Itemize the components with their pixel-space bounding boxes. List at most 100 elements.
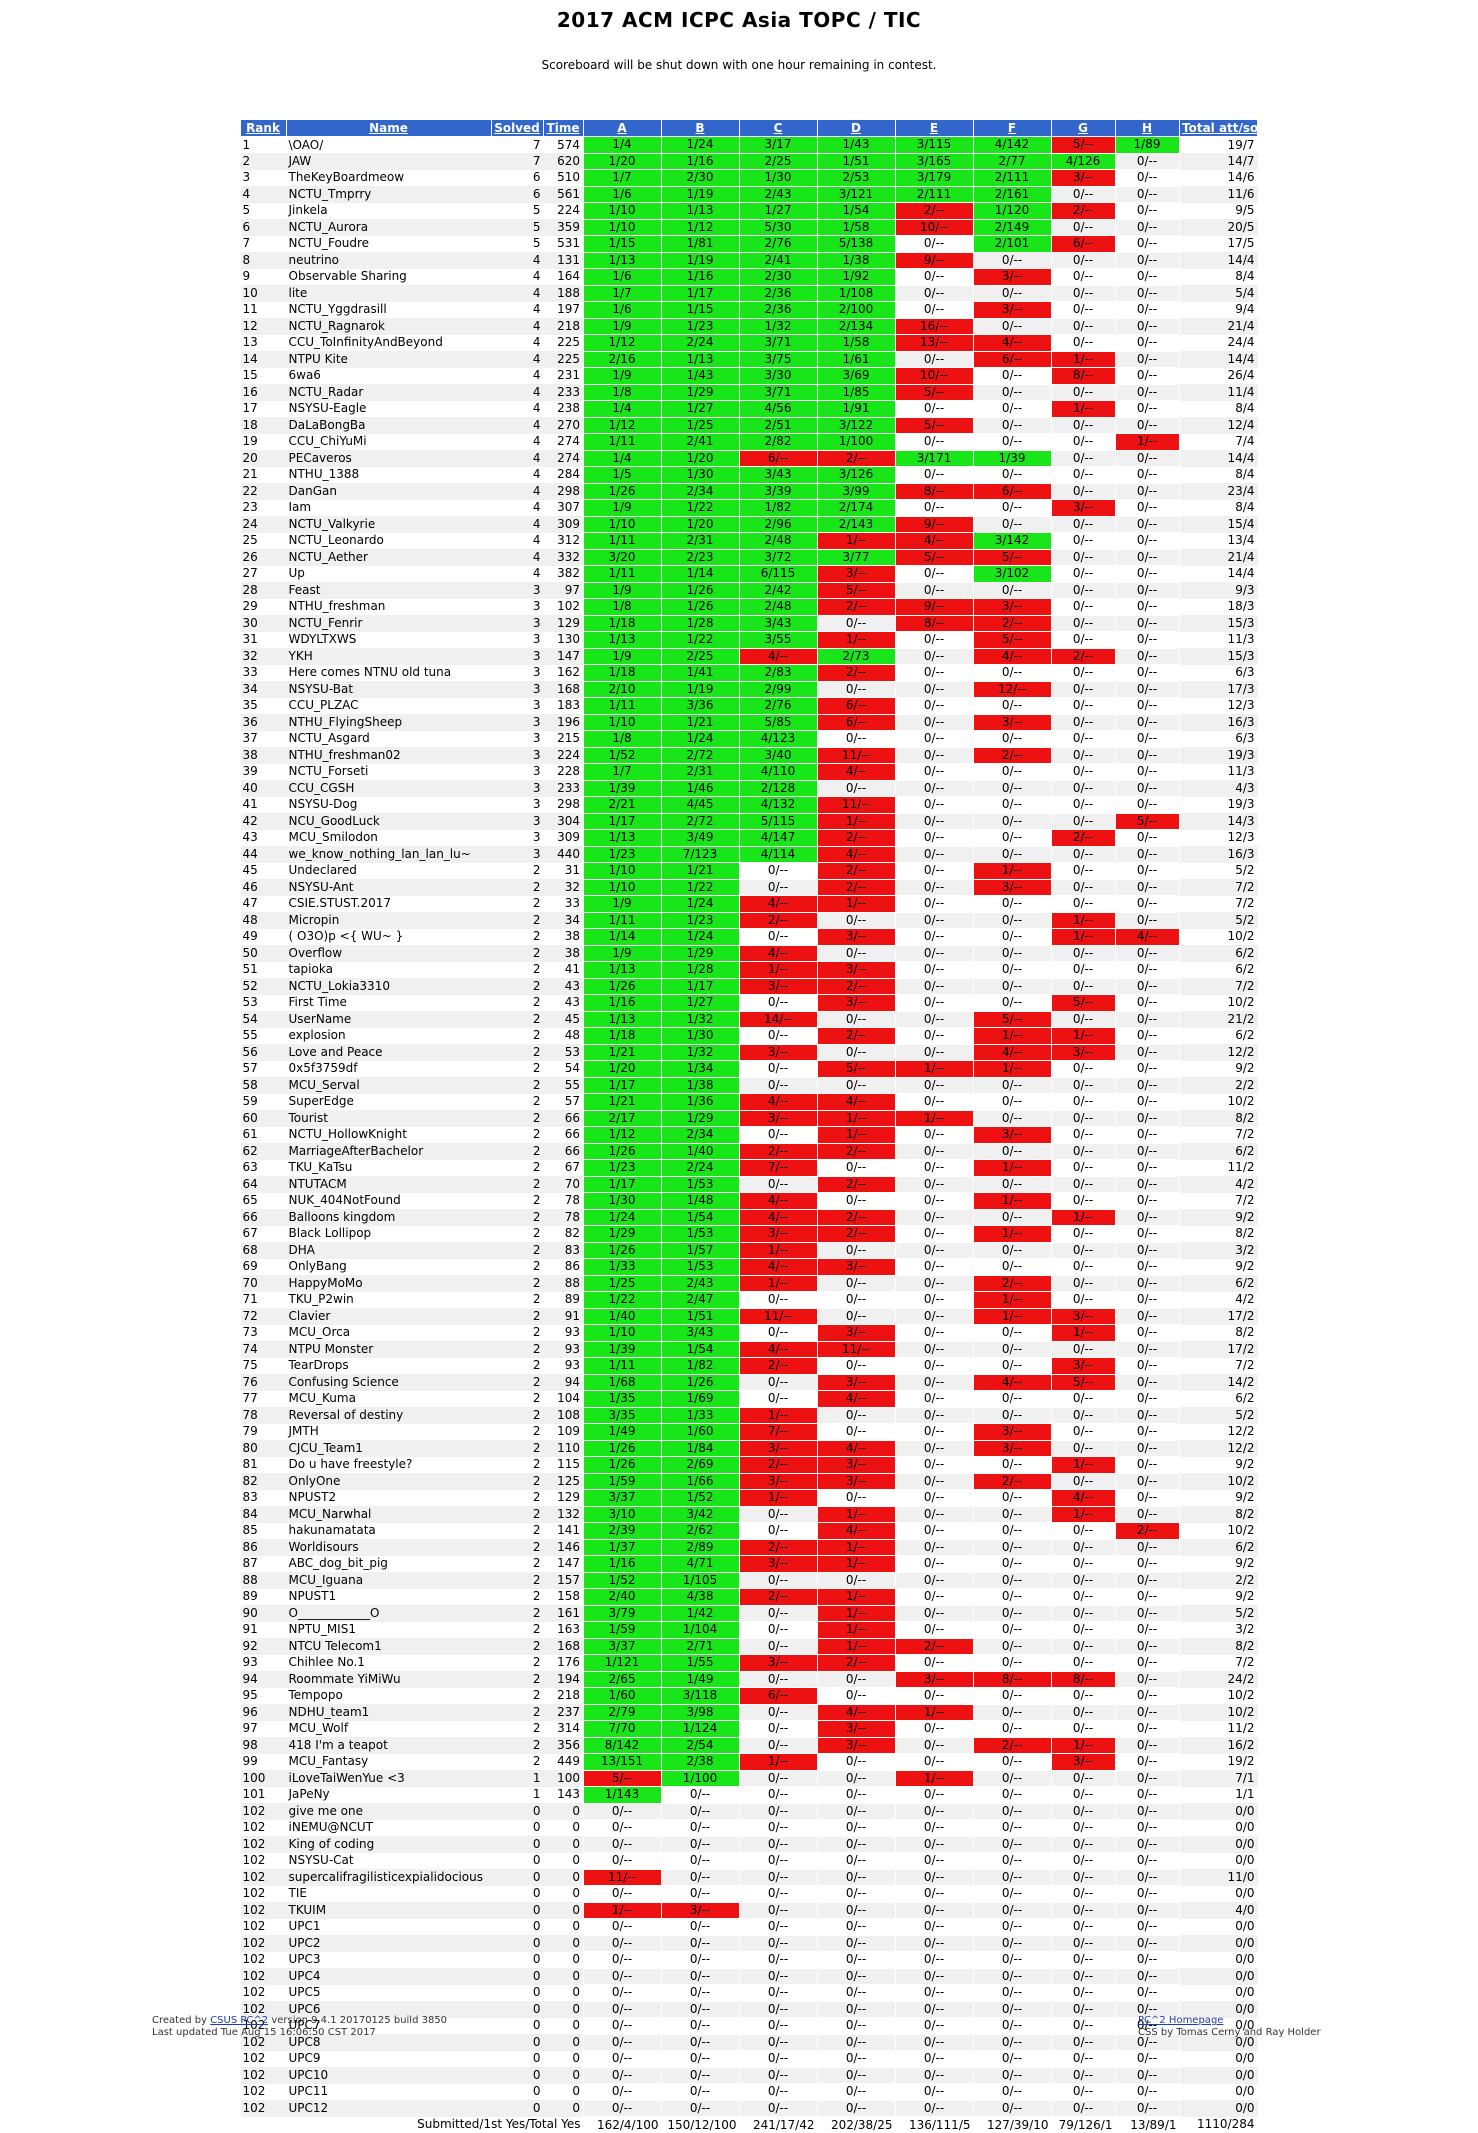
time-cell: 233 xyxy=(544,384,584,401)
team-name-cell: OnlyBang xyxy=(287,1259,492,1276)
rank-cell: 90 xyxy=(241,1605,287,1622)
problem-e-cell: 0/-- xyxy=(896,1440,974,1457)
team-name-cell: NPTU_MIS1 xyxy=(287,1622,492,1639)
problem-c-cell: 2/36 xyxy=(740,285,818,302)
problem-e-cell: 1/-- xyxy=(896,1061,974,1078)
solved-cell: 4 xyxy=(492,516,544,533)
total-cell: 16/2 xyxy=(1180,1737,1258,1754)
problem-h-cell: 0/-- xyxy=(1116,797,1180,814)
problem-g-cell: 0/-- xyxy=(1052,1836,1116,1853)
team-name-cell: NCTU_Aurora xyxy=(287,219,492,236)
problem-e-cell: 0/-- xyxy=(896,434,974,451)
problem-c-cell: 11/-- xyxy=(740,1308,818,1325)
problem-h-cell: 0/-- xyxy=(1116,1143,1180,1160)
csus-pc2-link[interactable]: CSUS PC^2 xyxy=(210,2015,268,2026)
col-header-problem-f[interactable]: F xyxy=(974,120,1052,137)
problem-d-cell: 3/-- xyxy=(818,1325,896,1342)
col-header-problem-d[interactable]: D xyxy=(818,120,896,137)
problem-g-cell: 0/-- xyxy=(1052,846,1116,863)
problem-c-cell: 2/42 xyxy=(740,582,818,599)
total-cell: 19/2 xyxy=(1180,1754,1258,1771)
problem-f-cell: 0/-- xyxy=(974,401,1052,418)
problem-g-cell: 0/-- xyxy=(1052,219,1116,236)
solved-cell: 2 xyxy=(492,995,544,1012)
solved-cell: 4 xyxy=(492,401,544,418)
col-header-problem-c[interactable]: C xyxy=(740,120,818,137)
rank-cell: 26 xyxy=(241,549,287,566)
problem-a-cell: 1/11 xyxy=(584,533,662,550)
time-cell: 129 xyxy=(544,1490,584,1507)
rank-cell: 60 xyxy=(241,1110,287,1127)
problem-d-cell: 1/92 xyxy=(818,269,896,286)
problem-h-cell: 0/-- xyxy=(1116,1011,1180,1028)
css-credit: CSS by Tomas Cerny and Ray Holder xyxy=(1138,2027,1321,2039)
problem-a-cell: 0/-- xyxy=(584,1836,662,1853)
solved-cell: 2 xyxy=(492,1292,544,1309)
problem-d-cell: 0/-- xyxy=(818,1820,896,1837)
problem-g-cell: 0/-- xyxy=(1052,665,1116,682)
problem-h-cell: 0/-- xyxy=(1116,219,1180,236)
team-name-cell: NSYSU-Cat xyxy=(287,1853,492,1870)
problem-c-cell: 3/-- xyxy=(740,1044,818,1061)
team-name-cell: tapioka xyxy=(287,962,492,979)
problem-h-cell: 0/-- xyxy=(1116,1556,1180,1573)
time-cell: 66 xyxy=(544,1127,584,1144)
rank-cell: 81 xyxy=(241,1457,287,1474)
col-header-problem-g[interactable]: G xyxy=(1052,120,1116,137)
pc2-homepage-link[interactable]: PC^2 Homepage xyxy=(1138,2015,1223,2026)
rank-cell: 19 xyxy=(241,434,287,451)
problem-f-cell: 1/120 xyxy=(974,203,1052,220)
col-header-total[interactable]: Total att/solv xyxy=(1180,120,1258,137)
rank-cell: 5 xyxy=(241,203,287,220)
problem-c-cell: 6/-- xyxy=(740,1688,818,1705)
problem-f-cell: 0/-- xyxy=(974,978,1052,995)
col-header-problem-a[interactable]: A xyxy=(584,120,662,137)
problem-f-cell: 0/-- xyxy=(974,1869,1052,1886)
problem-c-cell: 3/75 xyxy=(740,351,818,368)
col-header-solved[interactable]: Solved xyxy=(492,120,544,137)
col-header-rank[interactable]: Rank xyxy=(241,120,287,137)
problem-c-cell: 2/30 xyxy=(740,269,818,286)
problem-d-cell: 0/-- xyxy=(818,1407,896,1424)
problem-a-cell: 1/11 xyxy=(584,434,662,451)
total-cell: 12/4 xyxy=(1180,417,1258,434)
problem-g-cell: 0/-- xyxy=(1052,302,1116,319)
col-header-problem-b[interactable]: B xyxy=(662,120,740,137)
solved-cell: 3 xyxy=(492,797,544,814)
problem-b-cell: 1/24 xyxy=(662,137,740,154)
problem-g-cell: 0/-- xyxy=(1052,2018,1116,2035)
team-name-cell: Feast xyxy=(287,582,492,599)
col-header-time[interactable]: Time xyxy=(544,120,584,137)
problem-g-cell: 0/-- xyxy=(1052,533,1116,550)
problem-e-cell: 0/-- xyxy=(896,1688,974,1705)
problem-g-cell: 1/-- xyxy=(1052,1457,1116,1474)
problem-b-cell: 1/51 xyxy=(662,1308,740,1325)
col-header-problem-e[interactable]: E xyxy=(896,120,974,137)
problem-f-cell: 0/-- xyxy=(974,1688,1052,1705)
problem-g-cell: 0/-- xyxy=(1052,1407,1116,1424)
time-cell: 274 xyxy=(544,434,584,451)
problem-a-cell: 1/24 xyxy=(584,1209,662,1226)
problem-b-cell: 0/-- xyxy=(662,1935,740,1952)
time-cell: 115 xyxy=(544,1457,584,1474)
problem-d-cell: 0/-- xyxy=(818,1572,896,1589)
problem-g-cell: 8/-- xyxy=(1052,368,1116,385)
problem-h-cell: 5/-- xyxy=(1116,813,1180,830)
problem-e-cell: 0/-- xyxy=(896,2001,974,2018)
total-cell: 5/4 xyxy=(1180,285,1258,302)
time-cell: 215 xyxy=(544,731,584,748)
team-name-cell: UserName xyxy=(287,1011,492,1028)
col-header-problem-h[interactable]: H xyxy=(1116,120,1180,137)
team-name-cell: JaPeNy xyxy=(287,1787,492,1804)
problem-a-cell: 1/59 xyxy=(584,1622,662,1639)
problem-e-cell: 9/-- xyxy=(896,599,974,616)
col-header-name[interactable]: Name xyxy=(287,120,492,137)
team-name-cell: MCU_Kuma xyxy=(287,1391,492,1408)
problem-c-cell: 4/-- xyxy=(740,1341,818,1358)
